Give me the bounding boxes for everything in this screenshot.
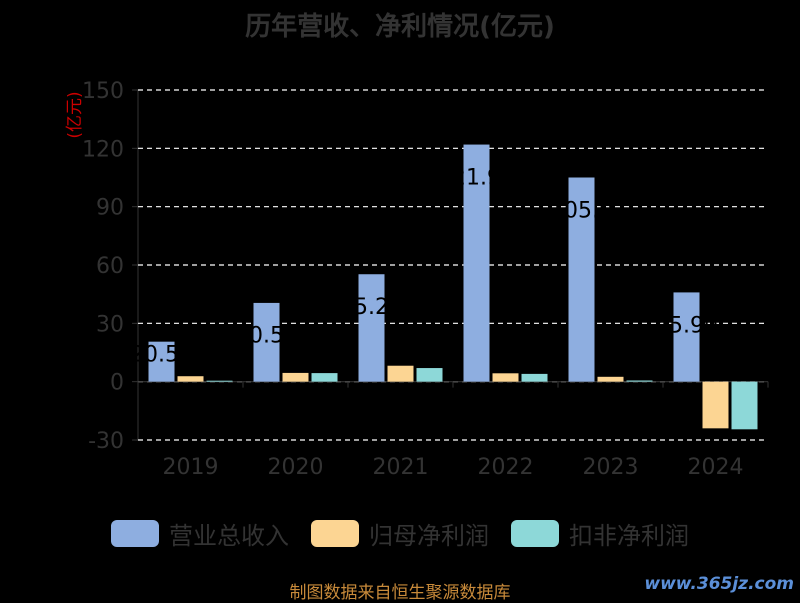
bar-net-profit-2020 xyxy=(282,372,309,382)
y-tick-label: 0 xyxy=(110,371,124,396)
bar-net-profit-2019 xyxy=(177,376,204,382)
y-tick-label: 90 xyxy=(96,196,124,221)
bar-deducted-profit-2019 xyxy=(206,380,233,382)
bar-net-profit-2021 xyxy=(387,365,414,382)
bar-revenue-2021 xyxy=(358,274,385,382)
data-label-revenue-2019: 20.57 xyxy=(130,343,193,368)
bar-net-profit-2023 xyxy=(597,376,624,382)
legend-swatch-net-profit xyxy=(311,520,359,547)
legend-label-net-profit: 归母净利润 xyxy=(369,522,489,550)
x-tick-label: 2019 xyxy=(163,455,219,480)
data-label-revenue-2024: 45.90 xyxy=(655,313,718,338)
y-axis-label: (亿元) xyxy=(65,91,85,138)
data-label-revenue-2023: 105.0 xyxy=(550,199,613,224)
bar-revenue-2022 xyxy=(463,144,490,382)
data-label-revenue-2020: 40.50 xyxy=(235,323,298,348)
data-label-revenue-2022: 121.94 xyxy=(438,166,515,191)
chart-title: 历年营收、净利情况(亿元) xyxy=(245,12,555,42)
x-tick-label: 2021 xyxy=(373,455,429,480)
y-tick-label: -30 xyxy=(88,429,124,454)
legend-label-revenue: 营业总收入 xyxy=(169,522,289,550)
bar-deducted-profit-2022 xyxy=(521,373,548,382)
bar-revenue-2023 xyxy=(568,177,595,382)
x-tick-label: 2023 xyxy=(583,455,639,480)
legend-label-deducted-profit: 扣非净利润 xyxy=(569,522,689,550)
bar-net-profit-2024 xyxy=(702,381,729,429)
bar-net-profit-2022 xyxy=(492,373,519,382)
data-label-revenue-2021: 55.25 xyxy=(340,295,403,320)
bar-deducted-profit-2024 xyxy=(731,381,758,430)
legend-item-revenue: 营业总收入 xyxy=(111,516,289,551)
legend: 营业总收入 归母净利润 扣非净利润 xyxy=(0,516,800,551)
watermark: www.365jz.com xyxy=(644,574,794,594)
bar-revenue-2024 xyxy=(673,292,700,382)
bar-revenue-2020 xyxy=(253,302,280,382)
bar-deducted-profit-2021 xyxy=(416,368,443,382)
data-source-note: 制图数据来自恒生聚源数据库 xyxy=(289,583,511,603)
bar-deducted-profit-2020 xyxy=(311,373,338,382)
legend-swatch-revenue xyxy=(111,520,159,547)
y-tick-label: 30 xyxy=(96,312,124,337)
bar-revenue-2019 xyxy=(148,341,175,382)
y-tick-label: 150 xyxy=(82,79,124,104)
x-tick-label: 2022 xyxy=(478,455,534,480)
legend-item-net-profit: 归母净利润 xyxy=(311,516,489,551)
x-tick-label: 2020 xyxy=(268,455,324,480)
x-tick-label: 2024 xyxy=(688,455,744,480)
legend-swatch-deducted-profit xyxy=(511,520,559,547)
y-tick-label: 120 xyxy=(82,137,124,162)
legend-item-deducted-profit: 扣非净利润 xyxy=(511,516,689,551)
y-tick-label: 60 xyxy=(96,254,124,279)
bar-deducted-profit-2023 xyxy=(626,380,653,382)
